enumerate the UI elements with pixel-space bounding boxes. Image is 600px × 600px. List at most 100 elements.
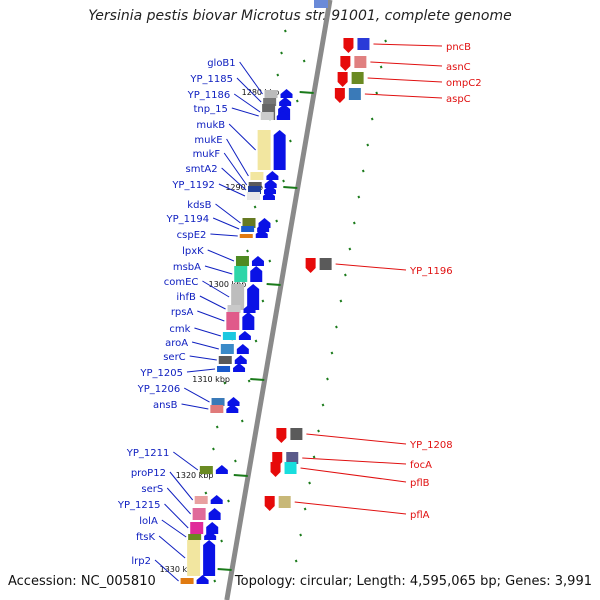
forward-arrow-serc[interactable]: [234, 355, 247, 364]
reverse-arrow-aspc[interactable]: [334, 88, 345, 103]
gene-feature-yp_1208[interactable]: [290, 428, 303, 440]
forward-arrow-comec[interactable]: [247, 284, 260, 310]
gene-feature-cmk[interactable]: [222, 332, 236, 340]
gene-label-yp_1206[interactable]: YP_1206: [137, 384, 181, 395]
gene-label-yp_1196[interactable]: YP_1196: [409, 266, 453, 277]
reverse-arrow-yp_1208[interactable]: [276, 428, 287, 443]
gene-feature-asnc[interactable]: [354, 56, 367, 68]
gene-feature-aspc[interactable]: [348, 88, 361, 100]
gene-label-cspe2[interactable]: cspE2: [177, 230, 207, 241]
gene-label-prop12[interactable]: proP12: [131, 468, 166, 479]
gene-feature-foca[interactable]: [286, 452, 299, 464]
gene-feature-yp_1206[interactable]: [211, 398, 225, 406]
forward-arrow-muke[interactable]: [266, 171, 279, 180]
gene-label-kdsb[interactable]: kdsB: [187, 200, 211, 211]
gene-feature-cspe2[interactable]: [239, 234, 253, 238]
forward-arrow-mukb[interactable]: [273, 130, 286, 170]
gene-feature-lrp2[interactable]: [180, 578, 194, 584]
reverse-arrow-ompc2[interactable]: [337, 72, 348, 87]
gene-label-cmk[interactable]: cmk: [169, 324, 190, 335]
gene-feature-aroa[interactable]: [220, 344, 234, 354]
gene-feature-yp_1192[interactable]: [246, 192, 260, 200]
gene-label-msba[interactable]: msbA: [173, 262, 201, 273]
forward-arrow-yp_1185[interactable]: [279, 97, 292, 106]
gene-label-foca[interactable]: focA: [410, 460, 432, 471]
gene-label-ansb[interactable]: ansB: [153, 400, 178, 411]
gene-feature-ansb[interactable]: [210, 405, 224, 413]
gene-label-yp_1192[interactable]: YP_1192: [171, 180, 215, 191]
gene-feature-mukb[interactable]: [257, 130, 271, 170]
forward-arrow-tnp_15[interactable]: [276, 111, 289, 120]
gene-feature-ihfb[interactable]: [227, 305, 241, 313]
gene-feature-tnp_15[interactable]: [260, 112, 274, 120]
gene-feature-yp_1215[interactable]: [190, 522, 204, 534]
gene-feature-comec[interactable]: [231, 284, 245, 310]
forward-arrow-cspe2[interactable]: [255, 229, 268, 238]
gene-label-yp_1194[interactable]: YP_1194: [166, 214, 210, 225]
gene-feature-pflb[interactable]: [284, 462, 297, 474]
gene-feature-msba[interactable]: [234, 266, 248, 282]
gene-label-mukb[interactable]: mukB: [196, 120, 225, 131]
gene-label-pfla[interactable]: pflA: [410, 510, 430, 521]
gene-label-comec[interactable]: comEC: [164, 277, 199, 288]
gene-label-ompc2[interactable]: ompC2: [446, 78, 482, 89]
forward-arrow-lpxk[interactable]: [251, 256, 264, 266]
gene-label-yp_1185[interactable]: YP_1185: [189, 74, 233, 85]
gene-label-asnc[interactable]: asnC: [446, 62, 471, 73]
gene-feature-yp_1211[interactable]: [199, 466, 213, 474]
gene-feature-ftsk[interactable]: [187, 540, 201, 576]
gene-feature-yp_1196[interactable]: [319, 258, 332, 270]
gene-label-ftsk[interactable]: ftsK: [136, 532, 155, 543]
forward-arrow-yp_1205[interactable]: [233, 363, 246, 372]
gene-feature-pfla[interactable]: [278, 496, 291, 508]
gene-label-muke[interactable]: mukE: [194, 135, 222, 146]
forward-arrow-yp_1194[interactable]: [257, 223, 270, 232]
reverse-arrow-yp_1196[interactable]: [305, 258, 316, 273]
forward-arrow-sers[interactable]: [208, 508, 221, 520]
gene-label-tnp_15[interactable]: tnp_15: [193, 104, 227, 115]
gene-label-lola[interactable]: lolA: [139, 516, 158, 527]
forward-arrow-prop12[interactable]: [210, 495, 223, 504]
gene-feature-lola[interactable]: [188, 534, 202, 540]
gene-label-smta2[interactable]: smtA2: [186, 164, 218, 175]
gene-label-sers[interactable]: serS: [141, 484, 163, 495]
gene-label-pncb[interactable]: pncB: [446, 42, 471, 53]
forward-arrow-lrp2[interactable]: [196, 575, 209, 584]
gene-feature-lpxk[interactable]: [235, 256, 249, 266]
gene-feature-mukf[interactable]: [248, 182, 262, 188]
gene-feature-serc[interactable]: [218, 356, 232, 364]
forward-arrow-lola[interactable]: [204, 531, 217, 540]
forward-arrow-cmk[interactable]: [238, 331, 251, 340]
forward-arrow-glob1[interactable]: [280, 89, 293, 98]
forward-arrow-rpsa[interactable]: [242, 312, 255, 330]
gene-label-yp_1208[interactable]: YP_1208: [409, 440, 453, 451]
gene-label-yp_1205[interactable]: YP_1205: [139, 368, 183, 379]
gene-label-yp_1186[interactable]: YP_1186: [187, 90, 231, 101]
gene-label-aroa[interactable]: aroA: [165, 338, 188, 349]
forward-arrow-yp_1206[interactable]: [227, 397, 240, 406]
gene-label-lrp2[interactable]: lrp2: [131, 556, 151, 567]
gene-feature-yp_1185[interactable]: [263, 98, 277, 106]
gene-label-aspc[interactable]: aspC: [446, 94, 471, 105]
forward-arrow-yp_1192[interactable]: [262, 191, 275, 200]
gene-feature-pncb[interactable]: [357, 38, 370, 50]
gene-label-pflb[interactable]: pflB: [410, 478, 430, 489]
gene-feature-sers[interactable]: [192, 508, 206, 520]
gene-label-mukf[interactable]: mukF: [193, 149, 221, 160]
forward-arrow-yp_1211[interactable]: [215, 465, 228, 474]
gene-feature-smta2[interactable]: [248, 186, 262, 194]
forward-arrow-ansb[interactable]: [226, 404, 239, 413]
gene-label-ihfb[interactable]: ihfB: [176, 292, 196, 303]
forward-arrow-ihfb[interactable]: [243, 304, 256, 313]
forward-arrow-smta2[interactable]: [264, 185, 277, 194]
gene-label-rpsa[interactable]: rpsA: [171, 307, 194, 318]
forward-arrow-yp_1215[interactable]: [206, 522, 219, 534]
gene-label-yp_1215[interactable]: YP_1215: [117, 500, 161, 511]
reverse-arrow-asnc[interactable]: [340, 56, 351, 71]
forward-arrow-ftsk[interactable]: [203, 540, 216, 576]
gene-label-lpxk[interactable]: lpxK: [182, 246, 204, 257]
gene-feature-muke[interactable]: [250, 172, 264, 180]
gene-feature-kdsb[interactable]: [242, 218, 256, 228]
reverse-arrow-pncb[interactable]: [343, 38, 354, 53]
reverse-arrow-pfla[interactable]: [264, 496, 275, 511]
